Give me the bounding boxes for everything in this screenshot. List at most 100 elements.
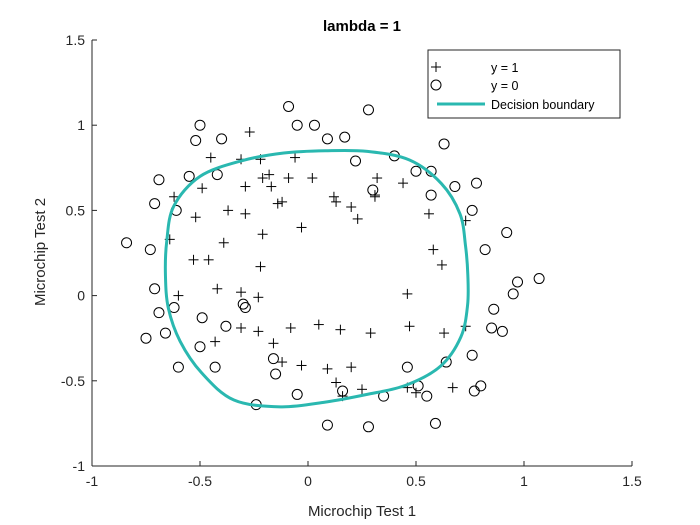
data-point-negative — [421, 390, 433, 402]
data-point-negative — [140, 332, 152, 344]
data-point-negative — [267, 353, 279, 365]
data-point-positive — [296, 360, 307, 371]
data-point-positive — [188, 254, 199, 265]
y-tick-label: 0.5 — [66, 202, 86, 218]
data-point-positive — [307, 173, 318, 184]
data-point-negative — [470, 177, 482, 189]
x-axis-label: Microchip Test 1 — [308, 503, 416, 520]
x-tick-label: 0 — [304, 473, 312, 489]
y-tick-label: -1 — [73, 458, 86, 474]
data-point-negative — [216, 133, 228, 145]
data-point-positive — [203, 254, 214, 265]
data-point-negative — [321, 419, 333, 431]
data-point-positive — [236, 287, 247, 298]
data-point-negative — [425, 189, 437, 201]
chart-title: lambda = 1 — [323, 18, 401, 35]
data-point-positive — [365, 328, 376, 339]
data-point-negative — [507, 288, 519, 300]
data-point-negative — [449, 181, 461, 193]
data-point-positive — [398, 178, 409, 189]
data-point-positive — [212, 283, 223, 294]
y-axis-label: Microchip Test 2 — [32, 198, 49, 306]
data-point-positive — [277, 357, 288, 368]
data-point-positive — [331, 377, 342, 388]
data-point-positive — [428, 244, 439, 255]
data-point-negative — [172, 361, 184, 373]
data-point-negative — [367, 184, 379, 196]
data-point-positive — [439, 328, 450, 339]
data-point-positive — [257, 229, 268, 240]
data-point-positive — [277, 196, 288, 207]
decision-boundary-curve — [163, 148, 470, 409]
data-point-negative — [209, 361, 221, 373]
x-tick-label: 1.5 — [622, 473, 642, 489]
data-point-positive — [272, 198, 283, 209]
legend-box — [427, 49, 621, 119]
data-point-positive — [372, 173, 383, 184]
data-point-negative — [410, 165, 422, 177]
data-point-negative — [533, 273, 545, 285]
legend-entry-boundary: Decision boundary — [491, 98, 595, 112]
data-point-negative — [220, 320, 232, 332]
data-point-negative — [512, 276, 524, 288]
data-point-negative — [466, 204, 478, 216]
data-point-negative — [283, 100, 295, 112]
data-point-positive — [223, 205, 234, 216]
data-point-positive — [205, 152, 216, 163]
data-point-negative — [401, 361, 413, 373]
data-point-positive — [352, 213, 363, 224]
data-point-negative — [194, 119, 206, 131]
data-point-positive — [411, 387, 421, 398]
data-point-positive — [253, 292, 264, 303]
y-tick-label: 0 — [77, 288, 85, 304]
data-point-positive — [285, 322, 296, 333]
data-point-negative — [496, 325, 508, 337]
data-point-negative — [466, 349, 478, 361]
data-point-negative — [237, 298, 249, 310]
data-point-positive — [346, 201, 357, 212]
data-point-positive — [240, 181, 251, 192]
data-point-negative — [183, 170, 195, 182]
data-point-positive — [328, 191, 339, 202]
legend-marker-plus — [431, 62, 441, 72]
data-point-positive — [264, 169, 275, 180]
data-point-positive — [447, 382, 458, 393]
data-point-negative — [239, 302, 251, 314]
data-point-positive — [253, 326, 264, 337]
x-tick-label: 0.5 — [406, 473, 426, 489]
data-point-negative — [501, 227, 513, 239]
data-point-positive — [335, 324, 346, 335]
legend-marker-circle — [430, 79, 442, 91]
data-point-negative — [486, 322, 498, 334]
data-point-positive — [369, 191, 380, 202]
data-point-positive — [266, 181, 277, 192]
legend: y = 1 y = 0 Decision boundary — [427, 49, 621, 119]
data-point-negative — [488, 303, 500, 315]
data-point-negative — [153, 307, 165, 319]
data-point-negative — [291, 388, 303, 400]
data-point-positive — [423, 208, 434, 219]
data-point-negative — [468, 385, 480, 397]
data-point-negative — [438, 138, 450, 150]
data-point-negative — [168, 302, 180, 314]
x-tick-label: -1 — [86, 473, 99, 489]
data-point-positive — [173, 290, 184, 301]
data-point-negative — [429, 417, 441, 429]
data-point-negative — [337, 385, 349, 397]
data-point-negative — [149, 198, 161, 210]
data-point-negative — [194, 341, 206, 353]
data-point-negative — [308, 119, 320, 131]
data-point-negative — [475, 380, 487, 392]
data-point-negative — [362, 421, 374, 433]
data-point-negative — [479, 244, 491, 256]
data-point-negative — [350, 155, 362, 167]
y-tick-label: -0.5 — [61, 373, 85, 389]
data-point-negative — [149, 283, 161, 295]
data-point-positive — [240, 208, 251, 219]
data-point-positive — [290, 152, 301, 163]
data-point-positive — [331, 196, 342, 207]
data-point-positive — [218, 237, 229, 248]
data-point-negative — [153, 174, 165, 186]
